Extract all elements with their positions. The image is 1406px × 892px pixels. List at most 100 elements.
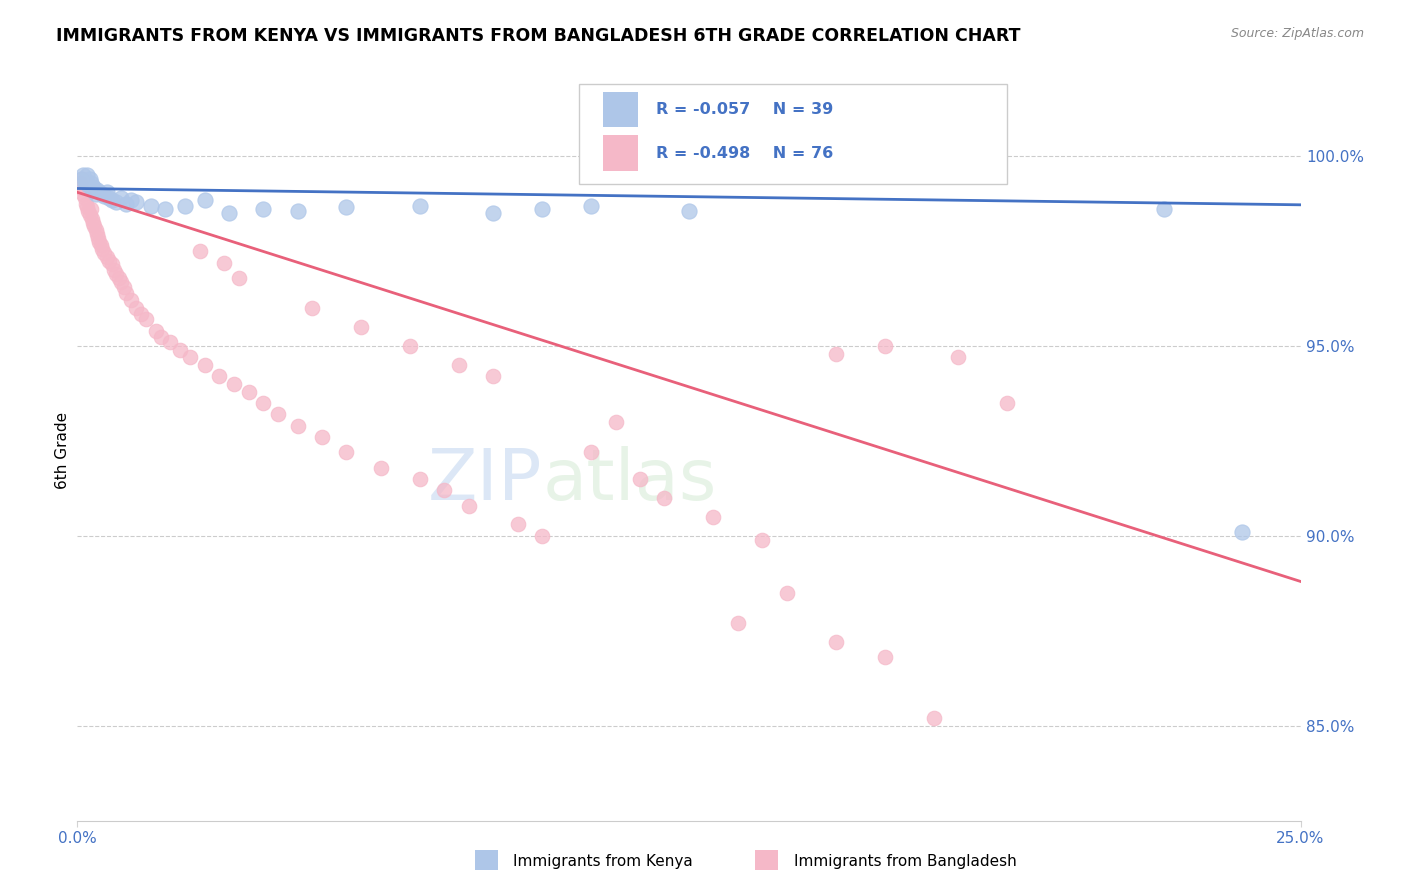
Point [100, 193, 122, 207]
Point [155, 202, 177, 217]
Point [238, 384, 260, 399]
Point [922, 711, 945, 725]
Point [605, 415, 627, 429]
Text: Source: ZipAtlas.com: Source: ZipAtlas.com [1230, 27, 1364, 40]
Point [776, 586, 799, 600]
Text: Immigrants from Bangladesh: Immigrants from Bangladesh [794, 855, 1017, 869]
Point [139, 198, 162, 212]
Text: ZIP: ZIP [427, 446, 543, 515]
Point [80, 183, 103, 197]
Point [218, 206, 240, 220]
Point [70, 181, 93, 195]
Point [100, 257, 122, 271]
Point [873, 650, 896, 665]
Point [727, 616, 749, 631]
Point [531, 529, 554, 543]
Point [96, 186, 118, 200]
Point [824, 635, 846, 649]
Point [75, 196, 97, 211]
Point [89, 186, 111, 200]
Point [84, 187, 107, 202]
Point [579, 445, 602, 459]
Point [87, 231, 110, 245]
Point [69, 176, 91, 190]
FancyBboxPatch shape [579, 84, 1007, 184]
Point [73, 191, 96, 205]
Point [335, 201, 357, 215]
Point [80, 211, 103, 226]
Text: R = -0.498    N = 76: R = -0.498 N = 76 [657, 145, 834, 161]
Text: IMMIGRANTS FROM KENYA VS IMMIGRANTS FROM BANGLADESH 6TH GRADE CORRELATION CHART: IMMIGRANTS FROM KENYA VS IMMIGRANTS FROM… [56, 27, 1021, 45]
Point [409, 472, 432, 486]
Point [75, 176, 97, 190]
Point [72, 168, 94, 182]
Point [72, 187, 94, 202]
Point [110, 191, 132, 205]
Point [105, 194, 128, 209]
Point [267, 408, 290, 422]
Point [222, 377, 245, 392]
Point [79, 208, 101, 222]
Point [252, 396, 274, 410]
Point [188, 244, 211, 259]
Point [457, 499, 479, 513]
Point [80, 176, 103, 190]
Point [110, 275, 132, 289]
Point [125, 194, 148, 209]
Point [301, 301, 323, 315]
Point [73, 174, 96, 188]
Point [76, 168, 98, 182]
Point [77, 204, 100, 219]
Bar [603, 136, 637, 171]
Point [149, 329, 172, 343]
Point [824, 346, 846, 360]
Point [112, 280, 135, 294]
Point [873, 339, 896, 353]
Point [83, 181, 105, 195]
Point [135, 312, 157, 326]
Point [311, 430, 333, 444]
Point [98, 253, 121, 268]
Point [77, 178, 100, 192]
Point [482, 206, 505, 220]
Point [76, 201, 98, 215]
Point [287, 204, 309, 219]
Point [1230, 525, 1253, 540]
Point [212, 255, 235, 269]
Point [108, 270, 131, 285]
Point [80, 202, 103, 217]
Point [208, 369, 231, 384]
Point [145, 324, 167, 338]
Point [159, 335, 181, 350]
Point [678, 204, 700, 219]
Point [79, 172, 101, 186]
Point [115, 196, 138, 211]
Point [751, 533, 773, 547]
Point [83, 219, 105, 234]
Point [579, 198, 602, 212]
Point [93, 246, 115, 260]
Point [96, 250, 118, 264]
Point [120, 193, 142, 207]
Point [84, 223, 107, 237]
Point [702, 509, 724, 524]
Point [482, 369, 505, 384]
Text: Immigrants from Kenya: Immigrants from Kenya [513, 855, 693, 869]
Point [70, 172, 93, 186]
Point [370, 460, 392, 475]
Bar [475, 850, 498, 870]
Point [105, 267, 128, 281]
Point [89, 235, 111, 249]
Point [350, 320, 373, 334]
Point [103, 263, 125, 277]
Point [115, 285, 138, 300]
Point [252, 202, 274, 217]
Point [86, 227, 108, 241]
Bar [755, 850, 778, 870]
Point [287, 418, 309, 433]
Point [447, 358, 470, 372]
Point [628, 472, 651, 486]
Point [169, 343, 191, 357]
Point [433, 483, 456, 498]
Text: R = -0.057    N = 39: R = -0.057 N = 39 [657, 103, 834, 117]
